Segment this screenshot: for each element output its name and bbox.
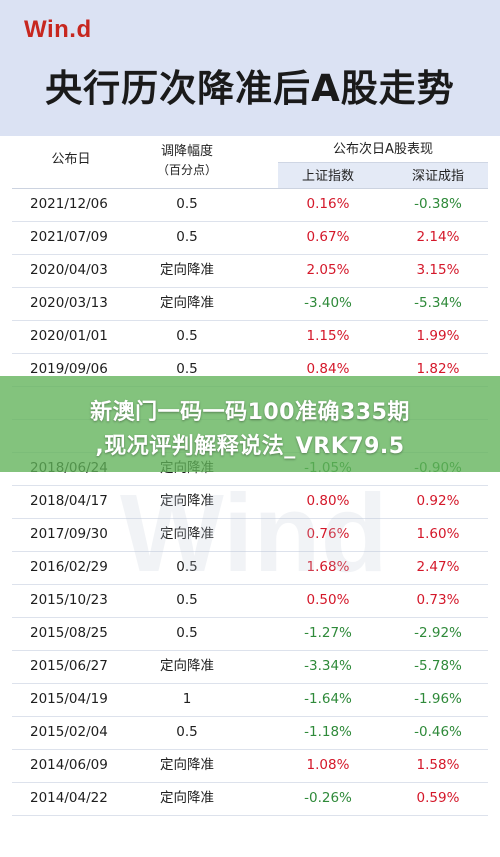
- cell-date: 2021/12/06: [30, 196, 108, 212]
- cell-date: 2019/09/06: [30, 361, 108, 377]
- col-sz-header: 深证成指: [411, 169, 464, 184]
- cell-shenzhen-change: 0.73%: [416, 592, 460, 608]
- cell-shenzhen-change: -0.38%: [414, 196, 462, 212]
- cell-shanghai-change: 2.05%: [306, 262, 350, 278]
- table-row: 2018/04/17 定向降准 0.80% 0.92%: [12, 485, 488, 519]
- cell-shanghai-change: -3.34%: [304, 658, 352, 674]
- cell-shanghai-change: -1.27%: [304, 625, 352, 641]
- subheader-background: [278, 162, 488, 188]
- cell-shanghai-change: 0.16%: [306, 196, 350, 212]
- wind-watermark: Wind: [120, 472, 388, 595]
- cell-rate-cut: 定向降准: [160, 658, 214, 674]
- cell-date: 2015/10/23: [30, 592, 108, 608]
- table-row: 2015/06/27 定向降准 -3.34% -5.78%: [12, 650, 488, 684]
- table-header: 公布日 调降幅度 （百分点） 公布次日A股表现 上证指数 深证成指: [12, 136, 488, 189]
- col-date-header: 公布日: [51, 152, 91, 167]
- cell-rate-cut: 定向降准: [160, 526, 214, 542]
- cell-rate-cut: 定向降准: [160, 757, 214, 773]
- overlay-line-2: ,现况评判解释说法_VRK79.5: [95, 434, 405, 459]
- table-row: 2017/09/30 定向降准 0.76% 1.60%: [12, 518, 488, 552]
- table-card: [12, 136, 488, 857]
- cell-date: 2020/01/01: [30, 328, 108, 344]
- cell-shanghai-change: 0.50%: [306, 592, 350, 608]
- header-banner: Win.d 央行历次降准后A股走势: [0, 0, 500, 136]
- cell-shenzhen-change: 3.15%: [416, 262, 460, 278]
- cell-rate-cut: 0.5: [176, 328, 198, 344]
- table-row: 2014/06/09 定向降准 1.08% 1.58%: [12, 749, 488, 783]
- table-row: 2020/03/13 定向降准 -3.40% -5.34%: [12, 287, 488, 321]
- cell-shenzhen-change: 1.60%: [416, 526, 460, 542]
- cell-shenzhen-change: 2.14%: [416, 229, 460, 245]
- cell-rate-cut: 定向降准: [160, 262, 214, 278]
- table-row: 2014/04/22 定向降准 -0.26% 0.59%: [12, 782, 488, 816]
- table-row: 2016/02/29 0.5 1.68% 2.47%: [12, 551, 488, 585]
- cell-rate-cut: 0.5: [176, 196, 198, 212]
- cell-date: 2015/02/04: [30, 724, 108, 740]
- cell-date: 2015/04/19: [30, 691, 108, 707]
- cell-rate-cut: 0.5: [176, 592, 198, 608]
- cell-shanghai-change: 0.76%: [306, 526, 350, 542]
- cell-date: 2016/02/29: [30, 559, 108, 575]
- cell-date: 2020/04/03: [30, 262, 108, 278]
- cell-shenzhen-change: 0.59%: [416, 790, 460, 806]
- table-row: 2021/12/06 0.5 0.16% -0.38%: [12, 188, 488, 222]
- cell-rate-cut: 0.5: [176, 229, 198, 245]
- col-rate-unit: （百分点）: [156, 163, 217, 177]
- cell-shanghai-change: 0.80%: [306, 493, 350, 509]
- cell-shenzhen-change: 1.82%: [416, 361, 460, 377]
- table-row: 2015/10/23 0.5 0.50% 0.73%: [12, 584, 488, 618]
- cell-date: 2017/09/30: [30, 526, 108, 542]
- group-header: 公布次日A股表现: [333, 142, 433, 157]
- col-rate-header: 调降幅度: [160, 144, 213, 159]
- cell-shanghai-change: -1.64%: [304, 691, 352, 707]
- cell-date: 2014/04/22: [30, 790, 108, 806]
- cell-shenzhen-change: 2.47%: [416, 559, 460, 575]
- cell-shenzhen-change: -5.78%: [414, 658, 462, 674]
- cell-shanghai-change: 0.67%: [306, 229, 350, 245]
- table-row: 2015/04/19 1 -1.64% -1.96%: [12, 683, 488, 717]
- cell-shanghai-change: 1.68%: [306, 559, 350, 575]
- cell-shanghai-change: -3.40%: [304, 295, 352, 311]
- cell-shenzhen-change: -5.34%: [414, 295, 462, 311]
- cell-rate-cut: 定向降准: [160, 295, 214, 311]
- cell-shenzhen-change: -2.92%: [414, 625, 462, 641]
- cell-rate-cut: 0.5: [176, 724, 198, 740]
- col-sh-header: 上证指数: [301, 169, 354, 184]
- cell-date: 2020/03/13: [30, 295, 108, 311]
- cell-rate-cut: 0.5: [176, 559, 198, 575]
- page-title: 央行历次降准后A股走势: [45, 67, 455, 110]
- cell-date: 2015/08/25: [30, 625, 108, 641]
- cell-shanghai-change: -0.26%: [304, 790, 352, 806]
- wind-logo: Win.d: [24, 16, 92, 43]
- overlay-line-1: 新澳门一码一码100准确335期: [90, 400, 410, 425]
- cell-shenzhen-change: -0.46%: [414, 724, 462, 740]
- cell-rate-cut: 0.5: [176, 625, 198, 641]
- cell-date: 2014/06/09: [30, 757, 108, 773]
- cell-date: 2018/04/17: [30, 493, 108, 509]
- cell-date: 2015/06/27: [30, 658, 108, 674]
- group-divider: [278, 162, 488, 163]
- cell-shanghai-change: 0.84%: [306, 361, 350, 377]
- cell-rate-cut: 0.5: [176, 361, 198, 377]
- cell-shenzhen-change: 1.99%: [416, 328, 460, 344]
- table-row: 2021/07/09 0.5 0.67% 2.14%: [12, 221, 488, 255]
- cell-shenzhen-change: 0.92%: [416, 493, 460, 509]
- cell-shanghai-change: 1.15%: [306, 328, 350, 344]
- cell-shanghai-change: -1.18%: [304, 724, 352, 740]
- cell-rate-cut: 定向降准: [160, 493, 214, 509]
- cell-shenzhen-change: -1.96%: [414, 691, 462, 707]
- cell-shenzhen-change: 1.58%: [416, 757, 460, 773]
- table-row: 2015/08/25 0.5 -1.27% -2.92%: [12, 617, 488, 651]
- table-row: 2015/02/04 0.5 -1.18% -0.46%: [12, 716, 488, 750]
- cell-shanghai-change: 1.08%: [306, 757, 350, 773]
- cell-date: 2021/07/09: [30, 229, 108, 245]
- cell-rate-cut: 1: [182, 691, 192, 707]
- table-row: 2020/01/01 0.5 1.15% 1.99%: [12, 320, 488, 354]
- table-row: 2020/04/03 定向降准 2.05% 3.15%: [12, 254, 488, 288]
- promo-overlay-banner: 新澳门一码一码100准确335期 ,现况评判解释说法_VRK79.5: [0, 376, 500, 472]
- cell-rate-cut: 定向降准: [160, 790, 214, 806]
